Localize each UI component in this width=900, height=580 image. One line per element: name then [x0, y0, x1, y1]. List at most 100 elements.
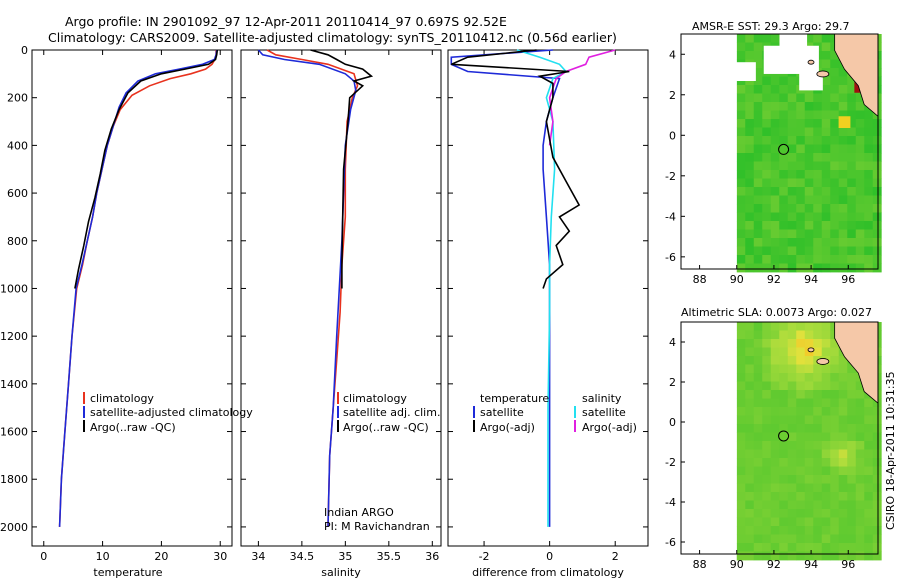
- map-cell: [864, 526, 874, 535]
- map-cell: [821, 500, 831, 510]
- map-cell: [762, 407, 772, 416]
- map-cell: [736, 187, 746, 196]
- map-cell: [796, 170, 806, 179]
- map-cell: [821, 178, 831, 188]
- map-cell: [838, 381, 848, 391]
- map-cell: [787, 424, 797, 433]
- map-cell: [872, 475, 882, 484]
- map-cell: [787, 221, 797, 230]
- map-cell: [813, 119, 823, 128]
- map-cell: [779, 373, 789, 382]
- map-cell: [770, 492, 780, 501]
- map-cell: [855, 441, 865, 450]
- map-cell: [753, 441, 763, 450]
- no-data-area: [736, 62, 756, 81]
- map-cell: [796, 534, 806, 544]
- map-cell: [762, 492, 772, 501]
- map-cell: [804, 390, 814, 399]
- map-cell: [830, 204, 840, 213]
- map-cell: [779, 517, 789, 527]
- sst-map-frame: [680, 33, 879, 270]
- map-cell: [847, 110, 857, 120]
- map-cell: [787, 339, 797, 348]
- map-cell: [796, 441, 806, 450]
- map-cell: [745, 373, 755, 382]
- map-cell: [779, 221, 789, 230]
- map-cell: [864, 449, 874, 459]
- map-cell: [745, 170, 755, 179]
- map-cell: [855, 153, 865, 162]
- map-cell: [736, 483, 746, 493]
- map-cell: [847, 76, 857, 86]
- map-cell: [745, 246, 755, 256]
- map-cell: [821, 195, 831, 205]
- map-cell: [753, 466, 763, 476]
- map-cell: [796, 364, 806, 374]
- map-cell: [762, 441, 772, 450]
- map-cell: [847, 551, 857, 561]
- series-line-argo-raw-qc-: [74, 49, 219, 289]
- map-cell: [855, 517, 865, 527]
- map-cell: [762, 127, 772, 137]
- map-cell: [821, 322, 831, 331]
- legend-label: satellite-adjusted climatology: [90, 406, 253, 419]
- map-cell: [745, 526, 755, 535]
- map-cell: [855, 449, 865, 459]
- map-cell: [821, 119, 831, 128]
- map-cell: [813, 517, 823, 527]
- map-cell: [830, 373, 840, 382]
- map-cell: [770, 398, 780, 408]
- map-cell: [847, 466, 857, 476]
- map-cell: [770, 221, 780, 230]
- map-cell: [762, 93, 772, 103]
- map-cell: [787, 153, 797, 162]
- map-cell: [770, 85, 780, 94]
- map-cell: [745, 398, 755, 408]
- map-cell: [821, 347, 831, 357]
- map-cell: [779, 543, 789, 552]
- map-cell: [770, 517, 780, 527]
- map-cell: [762, 119, 772, 128]
- y-tick-label: -6: [665, 536, 676, 549]
- map-cell: [838, 93, 848, 103]
- series-line-climatology: [266, 49, 359, 527]
- x-tick-label: 92: [767, 558, 781, 571]
- map-cell: [821, 42, 831, 52]
- map-cell: [813, 475, 823, 484]
- y-tick-label: 400: [7, 139, 28, 152]
- y-tick-label: 0: [669, 129, 676, 142]
- map-cell: [753, 449, 763, 459]
- legend-label: Argo(..raw -QC): [343, 421, 429, 434]
- sla-map-frame: [680, 321, 879, 555]
- map-cell: [762, 458, 772, 467]
- map-cell: [770, 178, 780, 188]
- map-cell: [804, 483, 814, 493]
- map-cell: [787, 381, 797, 391]
- map-cell: [855, 127, 865, 137]
- map-cell: [821, 229, 831, 239]
- map-cell: [770, 255, 780, 264]
- map-cell: [847, 449, 857, 459]
- map-cell: [753, 263, 763, 273]
- map-cell: [864, 170, 874, 179]
- map-cell: [745, 322, 755, 331]
- map-cell: [779, 330, 789, 340]
- series-line-argo-raw-qc-: [310, 49, 374, 289]
- map-cell: [736, 144, 746, 154]
- map-cell: [821, 534, 831, 544]
- map-cell: [830, 517, 840, 527]
- map-cell: [864, 492, 874, 501]
- map-cell: [813, 347, 823, 357]
- legend-label: satellite: [582, 406, 626, 419]
- map-cell: [830, 500, 840, 510]
- map-cell: [736, 339, 746, 348]
- map-cell: [770, 347, 780, 357]
- map-cell: [753, 381, 763, 391]
- map-cell: [838, 187, 848, 196]
- map-cell: [736, 407, 746, 416]
- legend-label: Argo(-adj): [582, 421, 637, 434]
- map-cell: [796, 110, 806, 120]
- map-cell: [821, 475, 831, 484]
- map-cell: [872, 551, 882, 561]
- map-cell: [813, 483, 823, 493]
